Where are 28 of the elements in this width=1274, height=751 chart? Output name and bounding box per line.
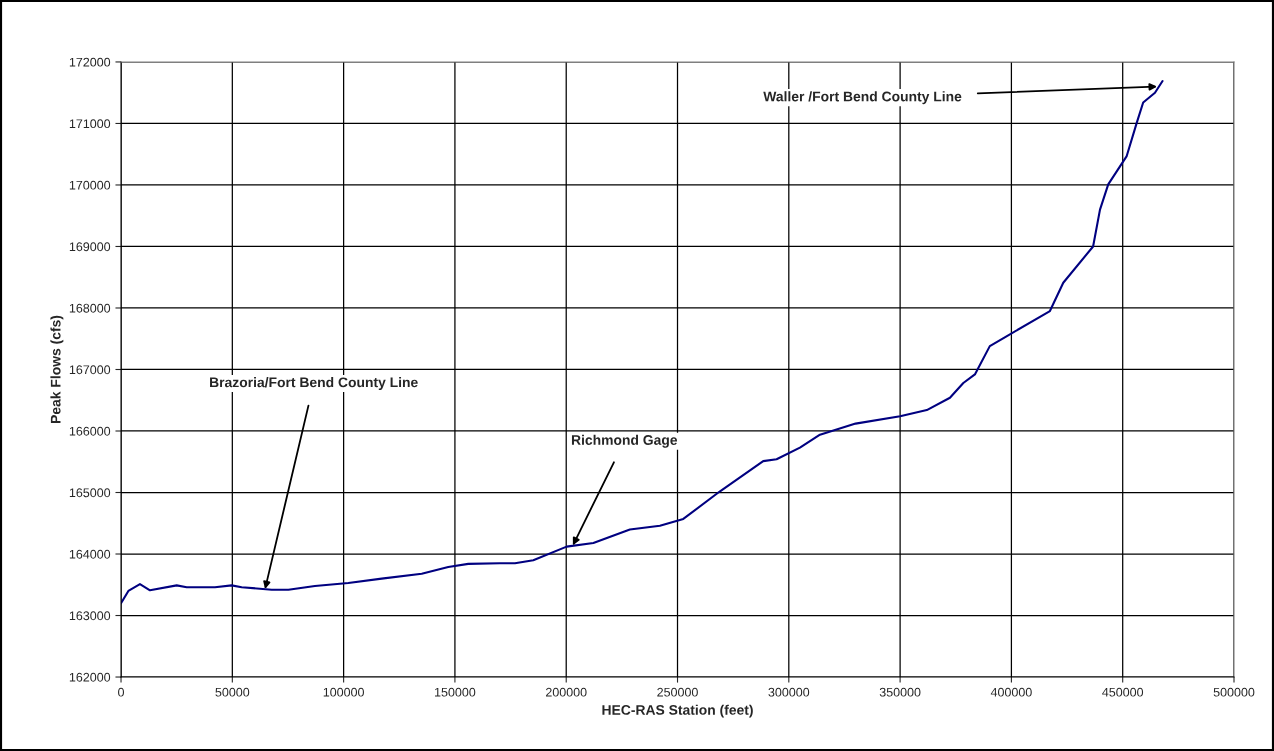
x-tick-label: 150000 (435, 687, 476, 697)
x-tick-label: 500000 (1213, 687, 1255, 697)
y-tick-label: 166000 (69, 426, 111, 436)
x-tick-label: 400000 (990, 687, 1032, 697)
annotation: Waller /Fort Bend County Line (763, 91, 962, 105)
x-tick-label: 100000 (323, 687, 364, 697)
y-tick-label: 170000 (69, 180, 111, 190)
x-axis-title: HEC-RAS Station (feet) (602, 704, 753, 718)
x-tick-label: 350000 (879, 687, 921, 697)
x-tick-label: 450000 (1102, 687, 1144, 697)
x-tick-label: 250000 (657, 687, 698, 697)
y-tick-label: 164000 (69, 549, 111, 559)
x-tick-label: 50000 (215, 687, 250, 697)
y-tick-label: 167000 (69, 365, 111, 375)
x-tick-label: 300000 (768, 687, 810, 697)
annotation: Brazoria/Fort Bend County Line (210, 377, 418, 390)
y-tick-label: 168000 (69, 303, 111, 313)
x-tick-label: 0 (118, 687, 125, 697)
x-tick-label: 200000 (545, 687, 587, 697)
y-tick-label: 171000 (69, 119, 111, 129)
y-axis-title: Peak Flows (cfs) (50, 315, 64, 423)
y-tick-label: 163000 (69, 611, 111, 621)
y-tick-label: 172000 (69, 57, 111, 67)
annotation: Richmond Gage (571, 434, 678, 448)
line-series (121, 79, 1164, 605)
y-tick-label: 169000 (69, 242, 111, 252)
y-tick-label: 165000 (69, 488, 111, 498)
y-tick-label: 162000 (69, 672, 111, 682)
